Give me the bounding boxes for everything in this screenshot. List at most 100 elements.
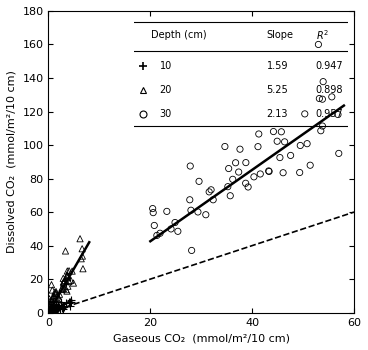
10 [66, 299, 72, 304]
20 [54, 304, 60, 310]
20 [64, 288, 70, 294]
30 [302, 111, 308, 117]
10 [67, 299, 73, 304]
20 [60, 286, 66, 292]
30 [315, 42, 321, 47]
20 [56, 300, 62, 305]
30 [266, 168, 272, 174]
20 [71, 280, 77, 286]
30 [243, 181, 249, 186]
20 [47, 304, 53, 309]
10 [56, 304, 62, 310]
10 [50, 304, 56, 310]
30 [151, 223, 157, 228]
20 [64, 268, 70, 274]
10 [58, 300, 64, 305]
10 [50, 310, 56, 315]
20 [64, 273, 70, 279]
10 [55, 303, 61, 309]
20 [47, 310, 53, 315]
10 [52, 304, 58, 309]
30 [233, 160, 238, 166]
10 [46, 310, 52, 315]
30 [266, 169, 272, 174]
20 [64, 273, 70, 278]
30 [187, 197, 193, 203]
20 [49, 310, 55, 315]
30 [316, 96, 322, 101]
10 [53, 305, 59, 311]
10 [50, 308, 56, 314]
10 [47, 306, 53, 312]
10 [46, 310, 52, 315]
30 [319, 96, 325, 102]
20 [66, 268, 72, 274]
Y-axis label: Dissolved CO₂  (mmol/m²/10 cm): Dissolved CO₂ (mmol/m²/10 cm) [7, 70, 17, 253]
10 [54, 306, 60, 312]
10 [63, 300, 69, 306]
10 [46, 310, 52, 315]
20 [47, 301, 53, 307]
30 [318, 128, 324, 134]
20 [50, 293, 56, 299]
20 [46, 299, 52, 304]
20 [79, 246, 85, 252]
10 [50, 306, 56, 312]
20 [46, 296, 52, 302]
30 [172, 220, 178, 225]
30 [335, 112, 341, 117]
20 [48, 302, 54, 308]
30 [157, 230, 163, 236]
10 [49, 308, 54, 314]
10 [46, 307, 52, 313]
10 [47, 307, 53, 313]
10 [46, 309, 52, 314]
10 [59, 305, 65, 311]
20 [50, 310, 56, 315]
30 [164, 209, 170, 214]
10 [49, 307, 55, 313]
10 [56, 305, 61, 311]
30 [150, 210, 156, 215]
20 [47, 307, 53, 313]
20 [56, 296, 62, 301]
30 [255, 144, 261, 149]
20 [46, 310, 52, 315]
10 [49, 305, 55, 311]
30 [245, 184, 251, 190]
30 [243, 160, 249, 166]
30 [227, 193, 233, 198]
20 [77, 236, 83, 241]
10 [49, 310, 55, 315]
30 [189, 248, 195, 253]
20 [66, 279, 72, 284]
20 [69, 268, 75, 274]
10 [46, 308, 52, 313]
30 [274, 139, 280, 144]
10 [55, 303, 61, 308]
30 [251, 174, 257, 180]
20 [65, 275, 71, 280]
20 [49, 297, 55, 303]
20 [47, 310, 53, 315]
30 [226, 166, 231, 172]
20 [78, 256, 84, 261]
10 [52, 307, 58, 313]
20 [56, 304, 62, 309]
30 [203, 212, 209, 218]
20 [48, 310, 54, 315]
X-axis label: Gaseous CO₂  (mmol/m²/10 cm): Gaseous CO₂ (mmol/m²/10 cm) [113, 333, 290, 343]
30 [237, 146, 243, 152]
20 [46, 307, 52, 312]
20 [53, 310, 59, 315]
20 [61, 280, 67, 286]
30 [168, 226, 174, 232]
20 [68, 278, 74, 283]
20 [79, 253, 85, 259]
30 [257, 171, 263, 177]
20 [47, 304, 53, 310]
30 [256, 131, 262, 137]
10 [48, 310, 54, 315]
20 [49, 299, 55, 304]
10 [54, 306, 60, 311]
